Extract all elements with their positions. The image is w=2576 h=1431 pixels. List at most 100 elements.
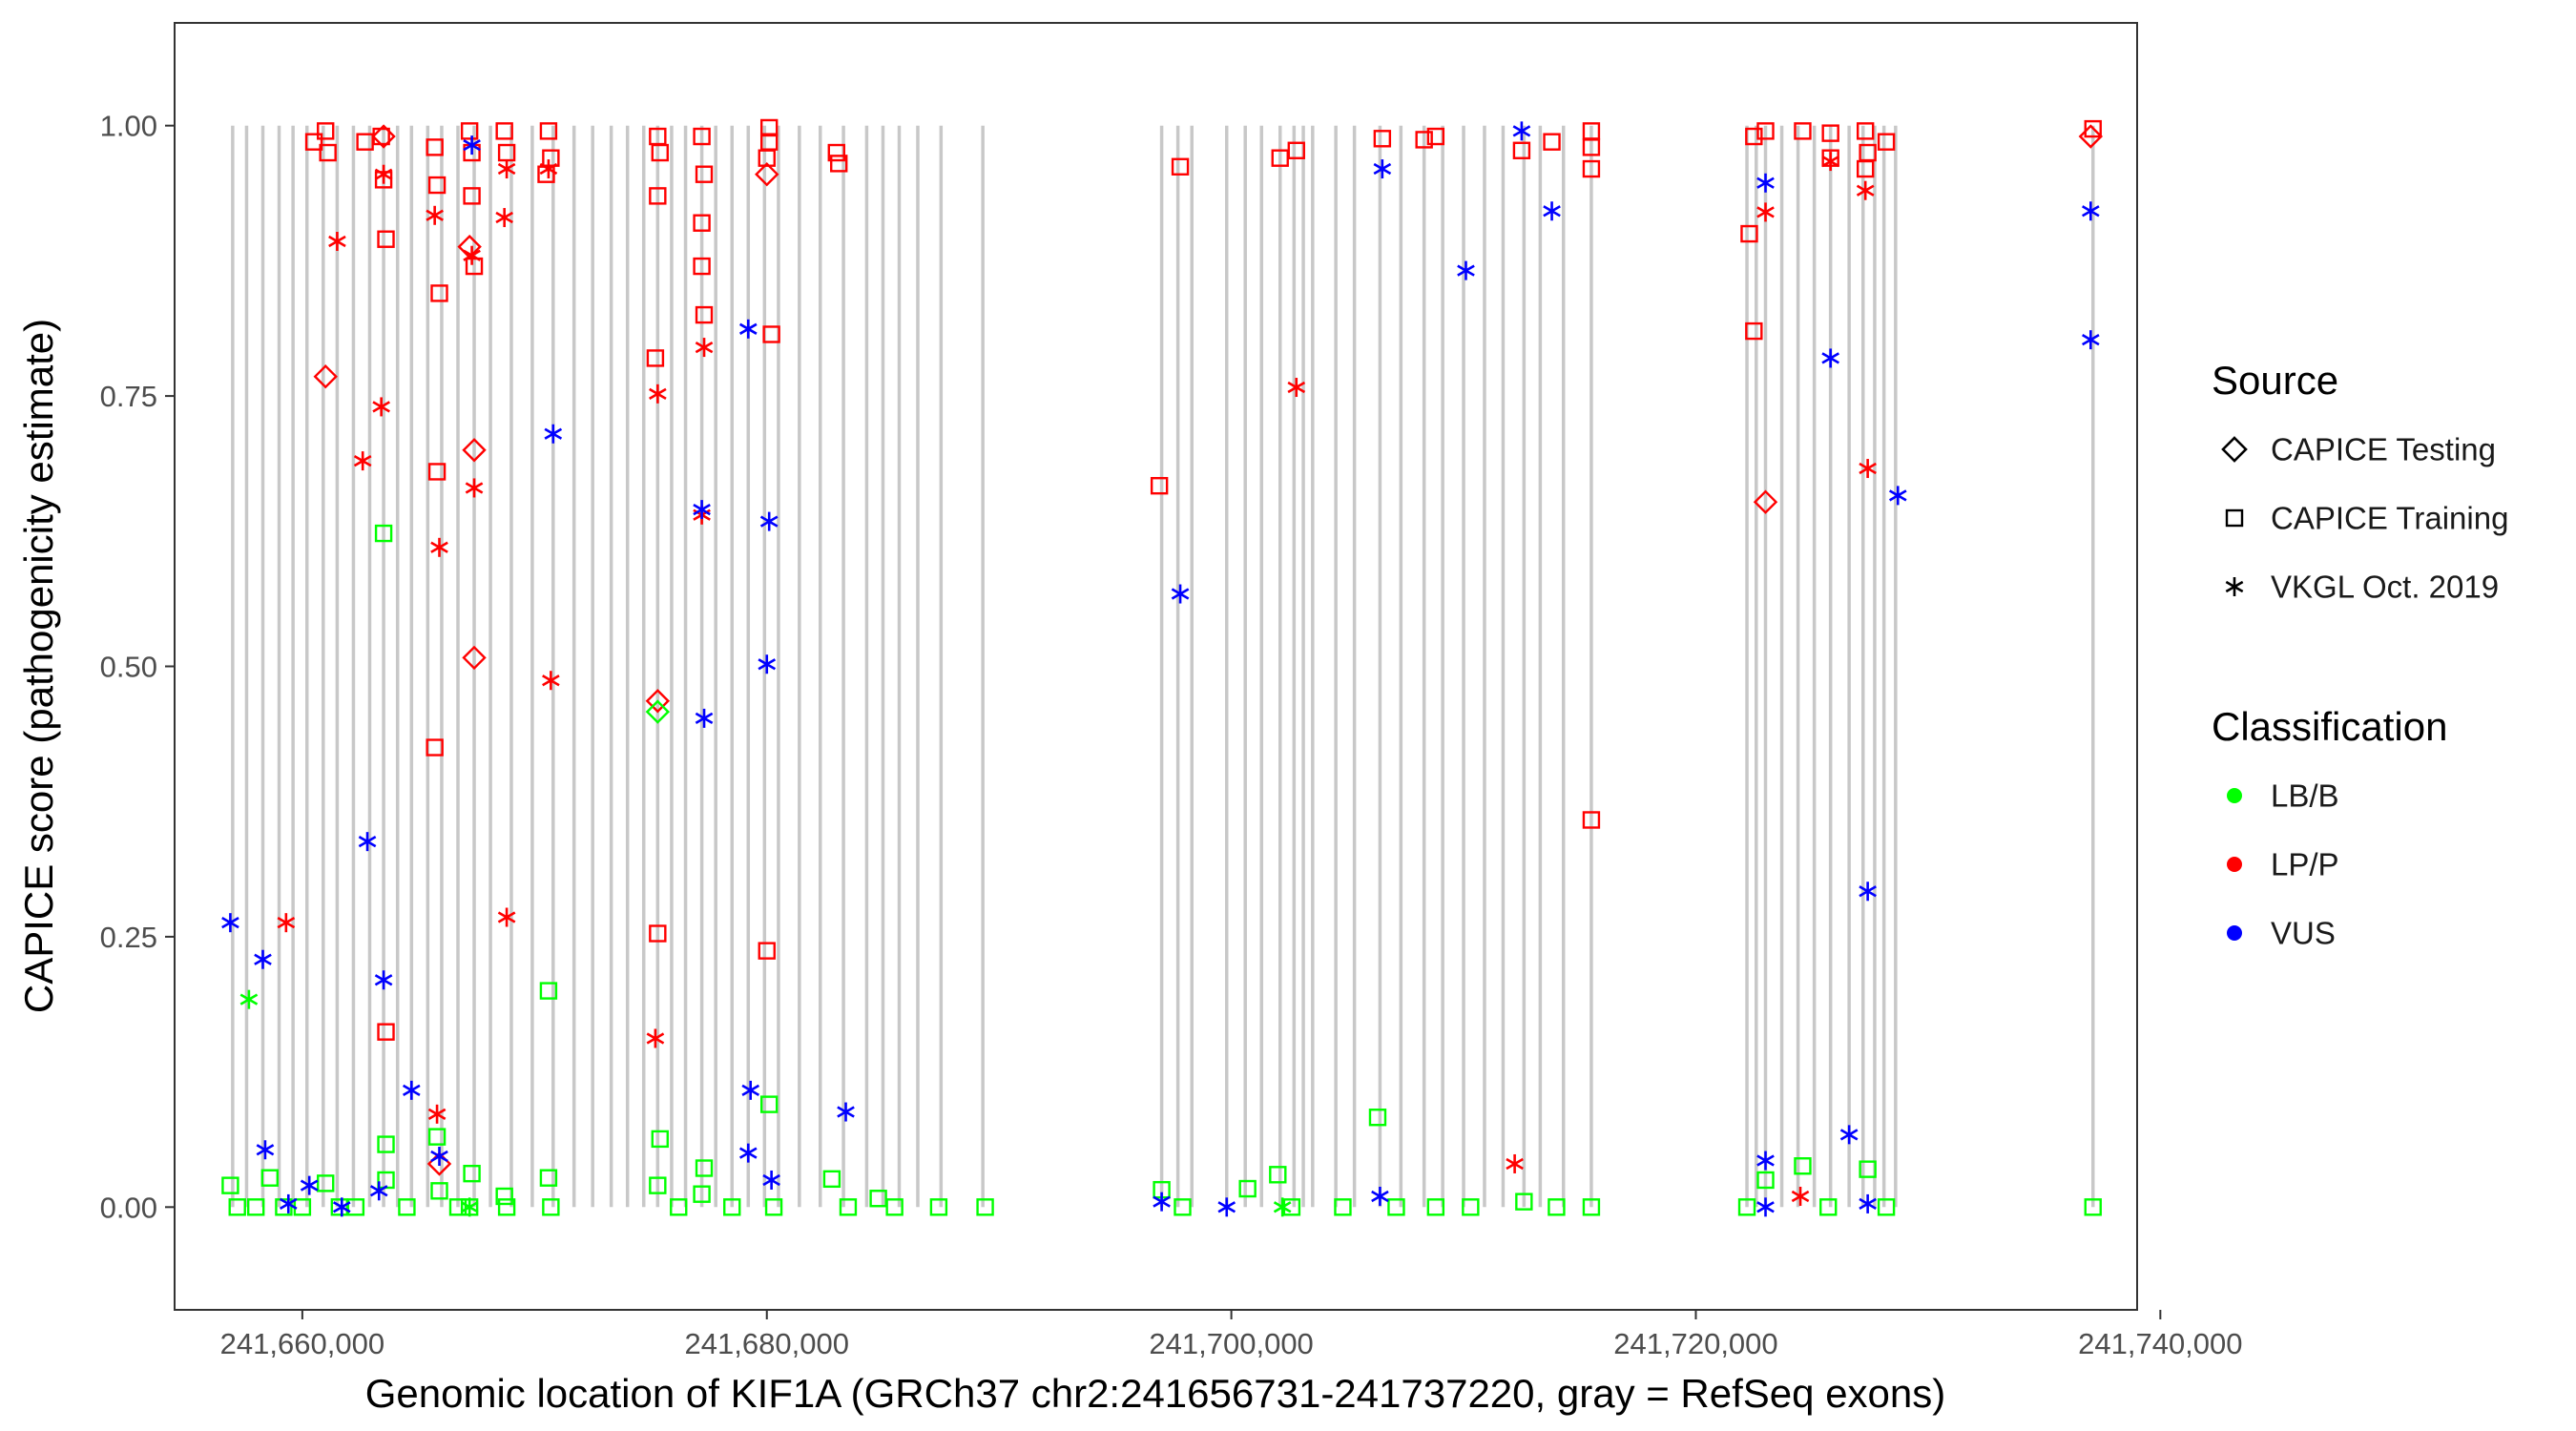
point-diamond (371, 124, 396, 149)
legend-label-vkgl: VKGL Oct. 2019 (2271, 569, 2500, 605)
point-square (693, 257, 711, 276)
point-square (426, 738, 444, 757)
point-square (1582, 811, 1601, 829)
point-square (1426, 127, 1445, 146)
point-asterisk (1756, 1151, 1775, 1171)
point-asterisk (1153, 1192, 1171, 1212)
point-square (228, 1198, 246, 1216)
point-asterisk (372, 397, 390, 417)
point-asterisk (1512, 121, 1531, 141)
y-tick-label: 0.00 (100, 1191, 157, 1224)
point-square (764, 1198, 783, 1216)
point-square (260, 1169, 280, 1187)
point-asterisk (837, 1102, 855, 1122)
x-tick-label: 241,660,000 (220, 1327, 384, 1360)
point-asterisk (374, 970, 393, 990)
exon-lines (231, 125, 2095, 1208)
point-square (319, 143, 337, 162)
point-square (374, 524, 393, 543)
point-square (497, 1198, 516, 1216)
plot-panel-border (174, 22, 2138, 1311)
point-diamond (462, 645, 487, 671)
point-square (377, 1135, 395, 1153)
point-square (1737, 1198, 1756, 1216)
point-asterisk (649, 384, 667, 404)
point-diamond (755, 162, 779, 187)
point-square (377, 1023, 395, 1041)
point-square (1856, 122, 1875, 140)
point-square (649, 1176, 667, 1194)
point-square (1582, 138, 1601, 156)
legend-source-title: Source (2212, 358, 2339, 403)
point-square (649, 187, 667, 205)
point-asterisk (1821, 348, 1839, 368)
y-axis: 0.00 0.25 0.50 0.75 1.00 (100, 110, 175, 1224)
point-square (2084, 1198, 2102, 1216)
point-square (448, 1198, 467, 1216)
point-asterisk (463, 245, 481, 265)
point-square (1756, 1171, 1775, 1190)
point-square (346, 1198, 365, 1216)
point-asterisk (497, 159, 516, 179)
point-square (839, 1198, 858, 1216)
point-asterisk (495, 208, 513, 228)
y-tick-label: 1.00 (100, 110, 157, 143)
point-asterisk (332, 1197, 351, 1217)
point-square (1368, 1109, 1387, 1127)
point-square (695, 305, 714, 324)
point-asterisk (1859, 459, 1877, 479)
point-square (1387, 1198, 1405, 1216)
point-square (723, 1198, 741, 1216)
point-asterisk (539, 159, 558, 179)
x-axis-label: Genomic location of KIF1A (GRCh37 chr2:2… (365, 1371, 1946, 1416)
point-asterisk (759, 511, 779, 531)
point-asterisk (353, 451, 372, 471)
point-square (426, 138, 444, 156)
point-asterisk (738, 319, 758, 339)
point-square (695, 1159, 714, 1177)
point-square (1174, 1198, 1192, 1216)
legend-item-vkgl: VKGL Oct. 2019 (2215, 567, 2499, 606)
point-asterisk (1171, 584, 1190, 604)
dot-icon (2227, 788, 2242, 804)
point-asterisk (463, 135, 481, 156)
point-square (1150, 476, 1169, 495)
point-asterisk (1756, 1197, 1775, 1217)
point-diamond (1753, 489, 1778, 514)
point-asterisk (2082, 201, 2100, 221)
point-square (695, 165, 714, 183)
point-asterisk (544, 424, 563, 444)
point-square (827, 143, 845, 162)
point-square (1238, 1179, 1257, 1198)
point-square (1548, 1198, 1566, 1216)
point-square (1877, 133, 1896, 151)
point-square (830, 155, 848, 173)
y-axis-label: CAPICE score (pathogenicity estimate) (16, 319, 61, 1013)
point-square (539, 122, 558, 140)
legend-item-lbb: LB/B (2215, 776, 2339, 815)
y-tick-label: 0.25 (100, 921, 157, 954)
point-square (539, 1169, 558, 1187)
point-square (1745, 321, 1763, 341)
point-diamond (2078, 124, 2104, 149)
point-asterisk (762, 1170, 780, 1190)
point-square (1877, 1198, 1896, 1216)
point-square (1282, 1198, 1301, 1216)
point-asterisk (1373, 159, 1392, 179)
point-square (759, 118, 779, 137)
point-square (1582, 1198, 1601, 1216)
point-asterisk (430, 537, 448, 557)
point-asterisk (427, 1104, 447, 1124)
point-square (1794, 1157, 1812, 1175)
point-asterisk (1839, 1125, 1859, 1145)
point-asterisk (254, 949, 272, 969)
point-square (317, 1174, 335, 1192)
point-diamond (313, 363, 338, 389)
x-tick-label: 241,720,000 (1613, 1327, 1777, 1360)
point-asterisk (1756, 173, 1775, 193)
point-asterisk (239, 989, 259, 1009)
point-asterisk (695, 338, 714, 358)
point-square (1287, 141, 1305, 159)
point-square (885, 1198, 904, 1216)
point-square (460, 122, 479, 140)
